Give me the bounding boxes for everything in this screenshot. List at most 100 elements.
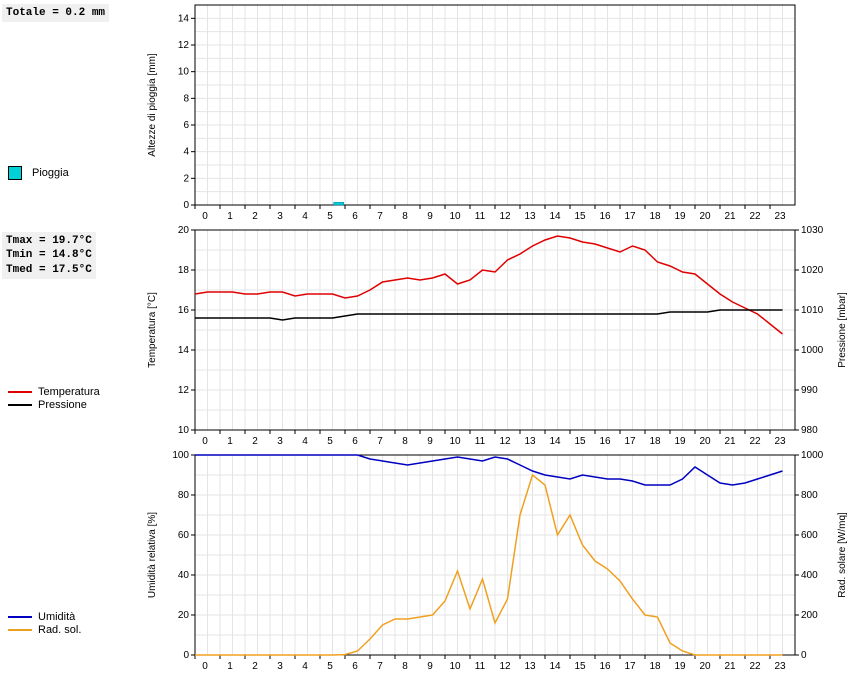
x-tick-label: 8 [402,211,408,222]
y-right-tick-label: 600 [801,530,818,541]
y-left-tick-label: 10 [178,425,190,436]
x-tick-label: 11 [475,211,486,222]
legend-swatch [8,391,32,393]
x-tick-label: 9 [427,661,433,672]
legend-chart3: UmiditàRad. sol. [8,610,81,637]
x-tick-label: 0 [202,211,208,222]
y-left-tick-label: 14 [178,13,190,24]
x-tick-label: 17 [624,211,636,222]
x-tick-label: 20 [699,436,711,447]
y-left-tick-label: 40 [178,570,190,581]
x-tick-label: 1 [227,211,233,222]
x-tick-label: 19 [674,661,686,672]
x-tick-label: 7 [377,211,383,222]
x-tick-label: 14 [549,436,561,447]
x-tick-label: 2 [252,211,258,222]
x-tick-label: 22 [749,661,761,672]
x-tick-label: 18 [649,211,661,222]
x-tick-label: 8 [402,661,408,672]
x-tick-label: 18 [649,661,661,672]
legend-swatch [8,629,32,631]
y-left-tick-label: 20 [178,610,190,621]
y-left-tick-label: 14 [178,345,190,356]
x-tick-label: 19 [674,436,686,447]
x-tick-label: 19 [674,211,686,222]
x-tick-label: 3 [277,436,283,447]
x-tick-label: 5 [327,211,333,222]
legend-label: Rad. sol. [38,624,81,636]
x-tick-label: 9 [427,436,433,447]
y-right-tick-label: 400 [801,570,818,581]
x-tick-label: 15 [574,211,586,222]
y-right-tick-label: 1030 [801,225,824,236]
y-left-tick-label: 80 [178,490,190,501]
y-left-tick-label: 2 [183,173,189,184]
x-tick-label: 9 [427,211,433,222]
axis-label-temperatura: Temperatura [°C] [147,292,158,368]
legend-swatch [8,404,32,406]
x-tick-label: 7 [377,436,383,447]
y-left-tick-label: 0 [183,200,189,211]
y-right-tick-label: 800 [801,490,818,501]
x-tick-label: 2 [252,436,258,447]
y-left-tick-label: 10 [178,67,190,78]
x-tick-label: 22 [749,211,761,222]
y-right-tick-label: 1020 [801,265,824,276]
x-tick-label: 4 [302,661,308,672]
x-tick-label: 21 [724,211,736,222]
x-tick-label: 7 [377,661,383,672]
x-tick-label: 1 [227,436,233,447]
info-temps: Tmax = 19.7°C Tmin = 14.8°C Tmed = 17.5°… [2,232,96,279]
x-tick-label: 8 [402,436,408,447]
x-tick-label: 6 [352,661,358,672]
axis-label-pressione: Pressione [mbar] [837,292,848,368]
y-left-tick-label: 0 [183,650,189,661]
x-tick-label: 3 [277,661,283,672]
y-right-tick-label: 1000 [801,345,824,356]
x-tick-label: 22 [749,436,761,447]
info-totale: Totale = 0.2 mm [2,4,109,22]
y-right-tick-label: 200 [801,610,818,621]
y-left-tick-label: 12 [178,40,190,51]
x-tick-label: 6 [352,211,358,222]
x-tick-label: 17 [624,661,636,672]
bar-pioggia [334,202,344,205]
legend-row: Pioggia [8,166,69,180]
legend-label: Temperatura [38,386,100,398]
x-tick-label: 5 [327,661,333,672]
legend-label: Pioggia [32,167,69,179]
x-tick-label: 15 [574,661,586,672]
y-left-tick-label: 16 [178,305,190,316]
x-tick-label: 23 [774,211,786,222]
y-right-tick-label: 1010 [801,305,824,316]
y-right-tick-label: 0 [801,650,807,661]
y-left-tick-label: 12 [178,385,190,396]
x-tick-label: 14 [549,661,561,672]
x-tick-label: 17 [624,436,636,447]
legend-row: Pressione [8,399,100,411]
x-tick-label: 0 [202,661,208,672]
x-tick-label: 12 [499,211,511,222]
x-tick-label: 4 [302,436,308,447]
x-tick-label: 12 [499,436,511,447]
x-tick-label: 18 [649,436,661,447]
axis-label-pioggia: Altezze di pioggia [mm] [147,53,158,157]
legend-label: Umidità [38,611,75,623]
x-tick-label: 16 [599,211,611,222]
x-tick-label: 3 [277,211,283,222]
x-tick-label: 6 [352,436,358,447]
y-left-tick-label: 100 [172,450,189,461]
y-left-tick-label: 60 [178,530,190,541]
legend-row: Rad. sol. [8,624,81,636]
x-tick-label: 4 [302,211,308,222]
y-left-tick-label: 4 [183,147,189,158]
x-tick-label: 13 [524,661,536,672]
x-tick-label: 23 [774,661,786,672]
axis-label-radsol: Rad. solare [W/mq] [837,512,848,598]
x-tick-label: 16 [599,436,611,447]
x-tick-label: 1 [227,661,233,672]
x-tick-label: 10 [449,661,461,672]
y-right-tick-label: 980 [801,425,818,436]
legend-swatch [8,166,22,180]
x-tick-label: 5 [327,436,333,447]
